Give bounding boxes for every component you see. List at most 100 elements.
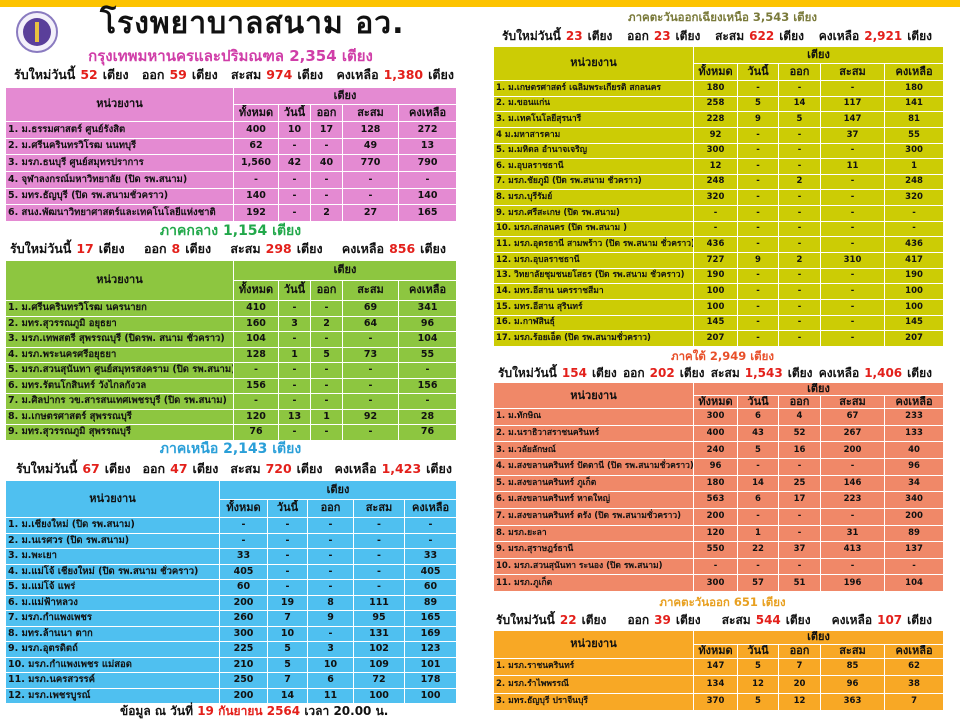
unit-name-cell: 7. ม.ศิลปากร วข.สารสนเทศเพชรบุรี (ปิด รพ…	[5, 393, 234, 410]
south-table: หน่วยงาน เตียง ทั้งหมด วันนี้ ออก สะสม คงเหลือ…	[493, 381, 945, 593]
unit-name-cell: 12. มรภ.เพชรบูรณ์	[5, 687, 220, 704]
remaining-cell: 417	[883, 252, 945, 269]
header-beds: เตียง	[692, 46, 945, 64]
cumulative-cell: -	[353, 548, 405, 565]
total-beds-cell: 210	[219, 656, 268, 673]
header-col: สะสม	[342, 104, 399, 122]
discharged-cell: -	[778, 283, 821, 300]
today-cell: -	[278, 137, 311, 156]
remaining-cell: 190	[883, 267, 945, 285]
today-cell: -	[737, 557, 779, 576]
cumulative-cell: 363	[820, 692, 885, 711]
bangkok-table: หน่วยงาน เตียง ทั้งหมด วันนี้ ออก สะสม คงเหลือ…	[5, 87, 458, 222]
header-row: หน่วยงาน เตียง	[493, 381, 945, 410]
total-beds-cell: 200	[219, 687, 268, 704]
unit-name-cell: 4. ม.สงขลานครินทร์ ปัตตานี (ปิด รพ.สนามช…	[493, 458, 694, 476]
summary-unit: เตียง	[675, 613, 701, 627]
total-beds-cell: 550	[693, 541, 738, 559]
summary-value-remain: 1,380	[383, 67, 424, 82]
discharged-cell: -	[307, 548, 354, 565]
remaining-cell: 89	[403, 594, 458, 611]
cumulative-cell: -	[342, 187, 399, 206]
discharged-cell: 17	[310, 121, 343, 139]
south-summary: รับใหม่วันนี้ 154 เตียง ออก 202 เตียง สะสม 1,54…	[498, 365, 932, 381]
table-row: 9. มรภ.อุตรดิตถ์ 225 5 3 102 123	[5, 641, 458, 658]
summary-label: คงเหลือ	[818, 29, 860, 43]
remaining-cell: 165	[397, 204, 458, 222]
discharged-cell: 9	[307, 610, 354, 627]
header-col: วันนี้	[278, 104, 311, 122]
total-beds-cell: 92	[693, 126, 738, 144]
today-cell: 10	[267, 625, 308, 642]
remaining-cell: -	[403, 517, 458, 534]
today-cell: -	[278, 362, 311, 379]
remaining-cell: 341	[397, 300, 458, 317]
unit-name-cell: 2. ม.นราธิวาสราชนครินทร์	[493, 424, 694, 443]
summary-unit: เตียง	[191, 67, 218, 82]
table-row: 1. มรภ.ราชนครินทร์ 147 5 7 85 62	[493, 657, 945, 677]
cumulative-cell: -	[820, 173, 885, 191]
summary-value-new: 23	[565, 29, 583, 43]
total-beds-cell: 300	[693, 574, 738, 593]
cumulative-cell: -	[820, 267, 885, 285]
top-accent-bar	[0, 0, 960, 7]
summary-unit: เตียง	[102, 67, 129, 82]
unit-name-cell: 5. มรภ.สวนสุนันทา ศูนย์สมุทรสงคราม (ปิด …	[5, 362, 234, 379]
bangkok-summary-cum: สะสม 974 เตียง	[231, 67, 323, 83]
total-beds-cell: 192	[233, 204, 279, 222]
total-beds-cell: 104	[233, 331, 279, 348]
summary-value-cum: 720	[265, 461, 292, 476]
summary-unit: เตียง	[185, 241, 212, 256]
table-row: 6. มทร.รัตนโกสินทร์ วังไกลกังวล 156- - -156	[5, 377, 458, 395]
today-cell: 7	[267, 610, 308, 627]
header-col: สะสม	[342, 280, 399, 301]
discharged-cell: -	[310, 377, 343, 395]
header-row: หน่วยงาน เตียง	[5, 260, 458, 301]
cumulative-cell: 100	[353, 687, 405, 704]
remaining-cell: 436	[883, 236, 945, 254]
summary-label: สะสม	[231, 67, 262, 82]
today-cell: -	[278, 170, 311, 189]
east-summary-cum: สะสม 544 เตียง	[722, 612, 811, 628]
header-col: ทั้งหมด	[693, 644, 738, 659]
discharged-cell: -	[778, 330, 821, 347]
header-row: ทั้งหมด วันนี้ ออก สะสม คงเหลือ	[6, 280, 458, 301]
table-row: 6. ม.แม่ฟ้าหลวง 200 19 8 111 89	[5, 594, 458, 611]
header-col: ออก	[778, 395, 821, 410]
discharged-cell: -	[307, 517, 354, 534]
discharged-cell: 4	[778, 408, 821, 426]
cumulative-cell: 31	[820, 524, 885, 543]
remaining-cell: 165	[403, 610, 458, 627]
remaining-cell: 81	[883, 111, 945, 128]
cumulative-cell: -	[820, 298, 885, 316]
discharged-cell: 1	[310, 408, 343, 426]
total-beds-cell: 100	[693, 298, 738, 316]
total-beds-cell: 248	[693, 173, 738, 191]
unit-name-cell: 5. ม.มหิดล อำนาจเจริญ	[493, 142, 694, 160]
summary-label: สะสม	[721, 613, 751, 627]
unit-name-cell: 11. มรภ.นครสวรรค์	[5, 672, 220, 689]
unit-name-cell: 2. มทร.สุวรรณภูมิ อยุธยา	[5, 315, 234, 333]
today-cell: 12	[737, 675, 779, 694]
table-row: 11. มรภ.อุดรธานี สามพร้าว (ปิด รพ.สนาม ช…	[493, 236, 945, 254]
table-row: 1. ม.ธรรมศาสตร์ ศูนย์รังสิต 400 10 17 128 272	[5, 121, 458, 139]
summary-unit: เตียง	[192, 461, 219, 476]
header-col: ทั้งหมด	[693, 63, 738, 81]
cumulative-cell: 117	[820, 95, 885, 113]
total-beds-cell: 405	[219, 563, 268, 580]
unit-name-cell: 3. มรภ.เทพสตรี สุพรรณบุรี (ปิดรพ. สนาม ช…	[5, 331, 234, 348]
cumulative-cell: 770	[342, 154, 399, 172]
total-beds-cell: 400	[693, 424, 738, 443]
table-row: 7. ม.สงขลานครินทร์ ตรัง (ปิด รพ.สนามชั่ว…	[493, 507, 945, 526]
unit-name-cell: 2. ม.ขอนแก่น	[493, 95, 694, 113]
summary-value-remain: 107	[877, 613, 903, 627]
remaining-cell: 320	[883, 189, 945, 207]
discharged-cell: 25	[778, 474, 821, 493]
table-row: 2. ม.ศรีนครินทรวิโรฒ นนทบุรี 62- -49 13	[5, 137, 458, 156]
remaining-cell: 13	[397, 137, 458, 156]
trident-emblem-icon	[23, 18, 51, 46]
cumulative-cell: -	[342, 362, 399, 379]
total-beds-cell: -	[233, 393, 279, 410]
summary-unit: เตียง	[591, 366, 617, 380]
cumulative-cell: 67	[820, 408, 885, 426]
